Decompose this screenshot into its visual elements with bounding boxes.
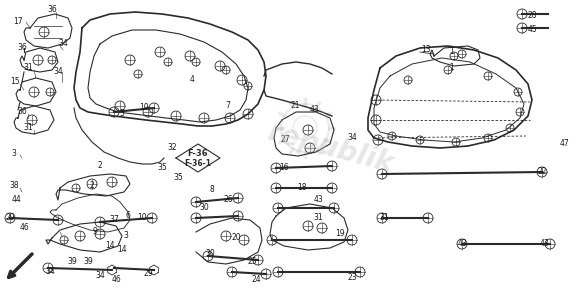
Text: 29: 29: [5, 213, 15, 223]
Text: 10: 10: [139, 104, 149, 112]
Text: 22: 22: [537, 168, 547, 176]
Text: 27: 27: [280, 136, 290, 144]
Text: 39: 39: [83, 258, 93, 266]
Text: 8: 8: [210, 186, 214, 194]
Text: 30: 30: [199, 204, 209, 213]
Text: 47: 47: [559, 139, 569, 149]
Text: 43: 43: [539, 239, 549, 249]
Text: F-36-1: F-36-1: [184, 160, 212, 168]
Text: 1: 1: [450, 64, 454, 73]
Text: 29: 29: [143, 268, 153, 278]
Text: 16: 16: [279, 163, 289, 173]
Text: 44: 44: [11, 195, 21, 205]
Text: 2: 2: [98, 160, 102, 170]
Text: 24: 24: [251, 276, 261, 284]
Text: 6: 6: [125, 212, 131, 221]
Text: 32: 32: [167, 144, 177, 152]
Text: 36: 36: [17, 107, 27, 117]
Text: 34: 34: [58, 39, 68, 49]
Text: 31: 31: [379, 213, 389, 223]
Text: 31: 31: [23, 123, 33, 133]
Text: 15: 15: [10, 78, 20, 86]
Text: 14: 14: [117, 245, 127, 255]
Text: F-36: F-36: [188, 149, 208, 158]
Text: 36: 36: [47, 6, 57, 15]
Text: 35: 35: [173, 173, 183, 183]
Text: 4: 4: [190, 75, 194, 84]
Text: 36: 36: [17, 43, 27, 52]
Text: 46: 46: [19, 223, 29, 232]
Text: 34: 34: [347, 133, 357, 142]
Text: 43: 43: [309, 105, 319, 115]
Text: 21: 21: [290, 101, 300, 110]
Text: 34: 34: [53, 67, 63, 75]
Text: 43: 43: [313, 195, 323, 205]
Text: 23: 23: [347, 274, 357, 282]
Text: 25: 25: [247, 258, 257, 266]
Text: 7: 7: [225, 102, 231, 110]
Text: 30: 30: [205, 250, 215, 258]
Text: 31: 31: [313, 213, 323, 223]
Text: 9: 9: [92, 228, 98, 237]
Text: 46: 46: [111, 276, 121, 284]
Text: 35: 35: [157, 163, 167, 173]
Text: 17: 17: [13, 17, 23, 27]
Text: 34: 34: [45, 268, 55, 276]
Text: 3: 3: [124, 231, 128, 239]
Text: 34: 34: [95, 271, 105, 279]
Text: 14: 14: [105, 240, 115, 250]
Text: 45: 45: [527, 25, 537, 35]
Text: 43: 43: [457, 239, 467, 249]
Text: 38: 38: [9, 181, 19, 191]
Text: 5: 5: [120, 109, 124, 118]
Text: 19: 19: [335, 229, 345, 239]
Text: 37: 37: [109, 215, 119, 224]
Text: 2: 2: [90, 181, 94, 189]
Text: 31: 31: [23, 64, 33, 73]
Text: republik: republik: [264, 118, 396, 178]
Text: 3: 3: [12, 149, 16, 157]
Text: 28: 28: [527, 12, 537, 20]
Text: 26: 26: [223, 195, 233, 205]
Text: 10: 10: [137, 213, 147, 223]
Text: 20: 20: [231, 234, 241, 242]
Text: 39: 39: [67, 258, 77, 266]
Text: 1: 1: [450, 47, 454, 57]
Text: 18: 18: [297, 184, 307, 192]
Text: 13: 13: [421, 46, 431, 54]
